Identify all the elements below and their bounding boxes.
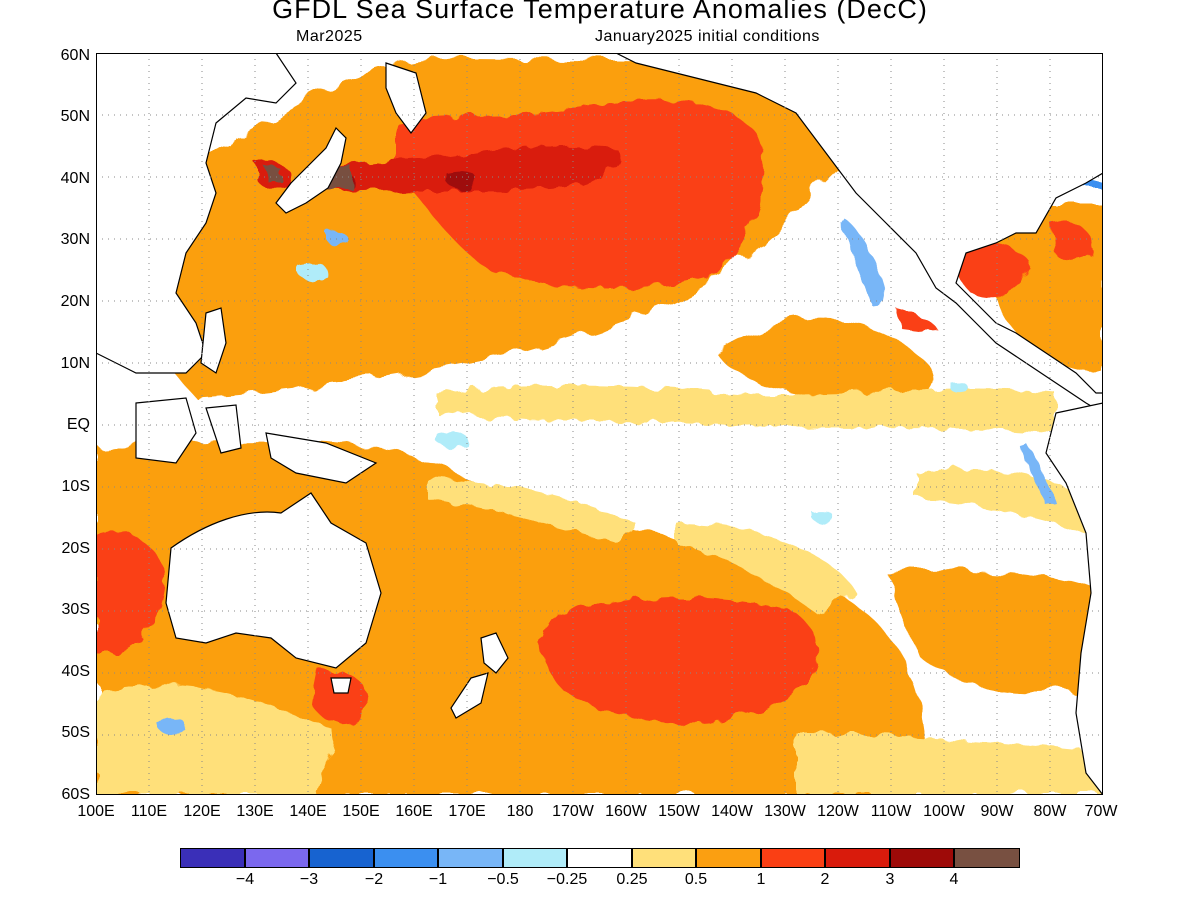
lat-label: 20N	[60, 293, 90, 310]
lon-label: 80W	[1033, 803, 1067, 820]
lat-label: 10N	[60, 355, 90, 372]
colorbar-swatch	[890, 848, 954, 868]
lat-label: EQ	[66, 416, 90, 433]
colorbar-swatch	[761, 848, 825, 868]
lon-label: 100E	[77, 803, 115, 820]
colorbar-swatch	[180, 848, 245, 868]
lon-label: 170E	[448, 803, 486, 820]
lon-label: 140E	[289, 803, 327, 820]
lon-label: 70W	[1084, 803, 1118, 820]
lon-label: 170W	[552, 803, 594, 820]
lon-label: 110E	[130, 803, 168, 820]
colorbar-swatch	[696, 848, 761, 868]
lat-label: 50S	[61, 724, 90, 741]
sst-anomaly-map	[96, 53, 1103, 795]
lat-label: 60S	[61, 786, 90, 803]
lon-label: 120E	[183, 803, 221, 820]
initial-conditions-label: January2025 initial conditions	[595, 28, 820, 45]
colorbar-label: −4	[235, 871, 255, 888]
lon-label: 110W	[870, 803, 912, 820]
colorbar-swatch	[245, 848, 309, 868]
lon-label: 140W	[711, 803, 753, 820]
lat-label: 20S	[61, 540, 90, 557]
lon-label: 150W	[658, 803, 700, 820]
lon-label: 130W	[764, 803, 806, 820]
lon-label: 160W	[605, 803, 647, 820]
colorbar-label: 2	[820, 871, 830, 888]
colorbar-label: −2	[364, 871, 384, 888]
lat-label: 30N	[60, 231, 90, 248]
colorbar-swatch	[438, 848, 503, 868]
lat-label: 50N	[60, 108, 90, 125]
colorbar-swatch	[503, 848, 567, 868]
lat-label: 40S	[61, 663, 90, 680]
land-masses	[96, 53, 1103, 795]
anomaly-field	[96, 53, 1103, 795]
colorbar-label: 0.25	[616, 871, 648, 888]
colorbar-swatch	[954, 848, 1020, 868]
lat-label: 10S	[61, 478, 90, 495]
lon-label: 120W	[817, 803, 859, 820]
colorbar-label: 1	[756, 871, 766, 888]
lat-label: 60N	[60, 47, 90, 64]
colorbar-label: 3	[885, 871, 895, 888]
lon-label: 100W	[923, 803, 965, 820]
map-frame	[96, 53, 1103, 795]
colorbar-label: −0.5	[487, 871, 519, 888]
colorbar-label: 4	[949, 871, 959, 888]
valid-month-label: Mar2025	[296, 28, 363, 45]
lat-label: 30S	[61, 601, 90, 618]
colorbar-label: −3	[299, 871, 319, 888]
colorbar-label: −0.25	[546, 871, 588, 888]
lon-label: 90W	[980, 803, 1014, 820]
colorbar-swatch	[567, 848, 632, 868]
lon-label: 180	[506, 803, 534, 820]
colorbar-swatch	[825, 848, 890, 868]
colorbar-swatch	[374, 848, 438, 868]
colorbar-swatch	[632, 848, 696, 868]
lat-label: 40N	[60, 170, 90, 187]
colorbar-label: −1	[428, 871, 448, 888]
map-title: GFDL Sea Surface Temperature Anomalies (…	[272, 0, 928, 24]
lon-label: 130E	[236, 803, 274, 820]
lon-label: 160E	[395, 803, 433, 820]
lon-label: 150E	[342, 803, 380, 820]
colorbar-label: 0.5	[684, 871, 708, 888]
colorbar-swatch	[309, 848, 374, 868]
